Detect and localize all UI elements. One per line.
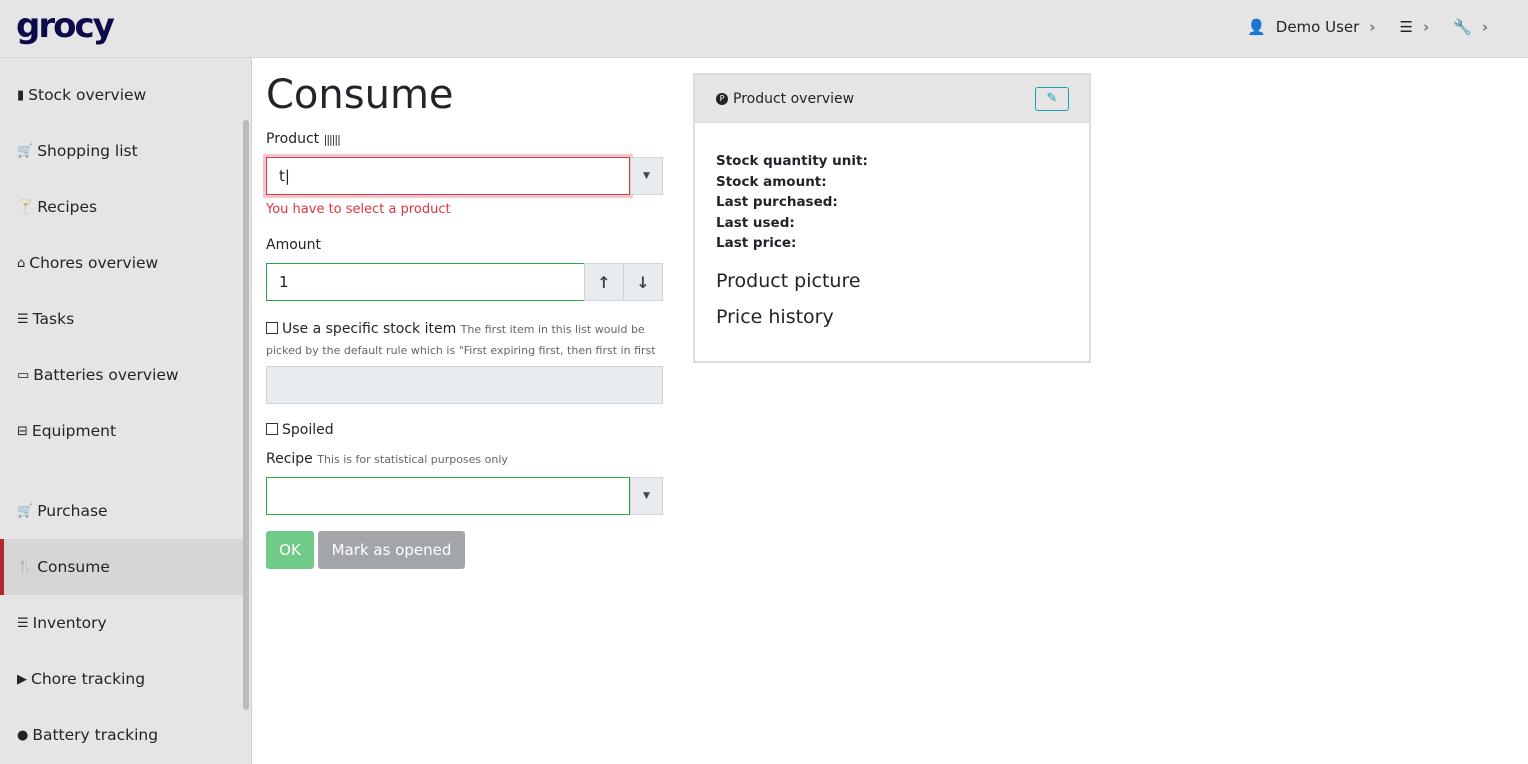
sidebar-item-label: Shopping list [37, 142, 138, 160]
sidebar-item-tasks[interactable]: ☰ Tasks [0, 291, 243, 347]
amount-input[interactable]: 1 [266, 263, 585, 301]
sidebar-item-label: Stock overview [28, 86, 147, 104]
batteries-overview-icon: ▭ [17, 367, 30, 383]
mark-as-opened-button[interactable]: Mark as opened [318, 531, 465, 569]
sidebar-item-label: Chore tracking [31, 670, 146, 688]
amount-label: Amount [266, 237, 322, 253]
shopping-list-icon: 🛒 [17, 143, 34, 159]
sidebar-item-equipment[interactable]: ⊟ Equipment [0, 403, 243, 459]
field-stock-unit: Stock quantity unit: [716, 153, 868, 169]
sidebar-scrollbar[interactable] [243, 120, 249, 710]
ok-button[interactable]: OK [266, 531, 314, 569]
sidebar-item-label: Consume [37, 558, 110, 576]
sidebar-item-label: Recipes [37, 198, 98, 216]
product-dropdown-toggle[interactable]: ▼ [630, 157, 663, 195]
product-picture-heading: Product picture [716, 269, 861, 292]
user-icon: 👤 [1247, 18, 1266, 36]
top-navbar: grocy 👤 Demo User › ☰ › 🔧 › [0, 0, 1528, 58]
chevron-right-icon: › [1481, 18, 1488, 36]
sidebar-item-label: Inventory [32, 614, 107, 632]
field-last-purchased: Last purchased: [716, 194, 838, 210]
stock-overview-icon: ▮ [17, 87, 25, 103]
amount-increase-button[interactable]: ↑ [584, 263, 624, 301]
edit-icon: ✎ [1046, 91, 1058, 106]
grocy-logo[interactable]: grocy [16, 6, 115, 46]
recipe-dropdown-toggle[interactable]: ▼ [630, 477, 663, 515]
equipment-icon: ⊟ [17, 423, 28, 439]
battery-tracking-icon: ● [17, 727, 29, 743]
page-title: Consume [266, 72, 454, 118]
chevron-right-icon: › [1422, 18, 1430, 36]
field-stock-amount: Stock amount: [716, 173, 827, 190]
sidebar-item-chores-overview[interactable]: ⌂ Chores overview [0, 235, 243, 291]
stock-item-select[interactable] [266, 366, 663, 404]
chores-overview-icon: ⌂ [17, 255, 26, 271]
tasks-icon: ☰ [17, 311, 29, 327]
inventory-icon: ☰ [17, 615, 29, 631]
barcode-icon[interactable]: |||||| [323, 133, 341, 146]
wrench-icon[interactable]: 🔧 [1453, 18, 1472, 36]
product-overview-card: P Product overview ✎ Stock quantity unit:… [693, 73, 1091, 363]
edit-product-button[interactable]: ✎ [1035, 87, 1069, 111]
sidebar-item-consume[interactable]: 🍴 Consume [0, 539, 243, 595]
recipe-label: Recipe This is for statistical purposes … [266, 451, 508, 467]
field-last-used: Last used: [716, 214, 795, 231]
sidebar-item-purchase[interactable]: 🛒 Purchase [0, 483, 243, 539]
sidebar-item-shopping-list[interactable]: 🛒 Shopping list [0, 123, 243, 179]
chevron-right-icon: › [1369, 18, 1376, 36]
sidebar-item-label: Purchase [37, 502, 108, 520]
sidebar-item-inventory[interactable]: ☰ Inventory [0, 595, 243, 651]
consume-icon: 🍴 [17, 559, 34, 575]
arrow-up-icon: ↑ [597, 272, 611, 292]
price-history-heading: Price history [716, 305, 834, 328]
caret-down-icon: ▼ [643, 491, 650, 501]
sidebar-item-label: Tasks [32, 310, 75, 328]
amount-decrease-button[interactable]: ↓ [623, 263, 663, 301]
sidebar-item-label: Equipment [31, 422, 117, 440]
field-last-price: Last price: [716, 235, 797, 251]
sidebar-item-batteries-overview[interactable]: ▭ Batteries overview [0, 347, 243, 403]
product-p-icon: P [716, 92, 728, 105]
spoiled-checkbox[interactable] [266, 423, 278, 435]
sidebar-item-label: Battery tracking [32, 726, 159, 744]
arrow-down-icon: ↓ [636, 272, 650, 292]
recipe-input[interactable] [266, 477, 630, 515]
spoiled-field: Spoiled [266, 422, 334, 438]
sidebar-item-recipes[interactable]: 🍸 Recipes [0, 179, 243, 235]
sidebar-item-stock-overview[interactable]: ▮ Stock overview [0, 67, 243, 123]
sidebar-item-chore-tracking[interactable]: ▶ Chore tracking [0, 651, 243, 707]
specific-stock-checkbox[interactable] [266, 322, 278, 334]
product-error: You have to select a product [266, 202, 451, 217]
caret-down-icon: ▼ [643, 171, 650, 181]
purchase-icon: 🛒 [17, 503, 34, 519]
user-menu[interactable]: Demo User [1275, 18, 1360, 36]
settings-sliders-icon[interactable]: ☰ [1399, 18, 1413, 36]
chore-tracking-icon: ▶ [17, 671, 27, 687]
recipes-icon: 🍸 [17, 199, 34, 215]
sidebar-item-label: Batteries overview [33, 366, 179, 384]
sidebar [0, 58, 252, 764]
product-input[interactable]: t | [266, 157, 630, 195]
product-label: Product |||||| [266, 131, 341, 147]
sidebar-item-battery-tracking[interactable]: ● Battery tracking [0, 707, 243, 763]
card-title: Product overview [733, 90, 855, 107]
sidebar-item-label: Chores overview [29, 254, 159, 272]
